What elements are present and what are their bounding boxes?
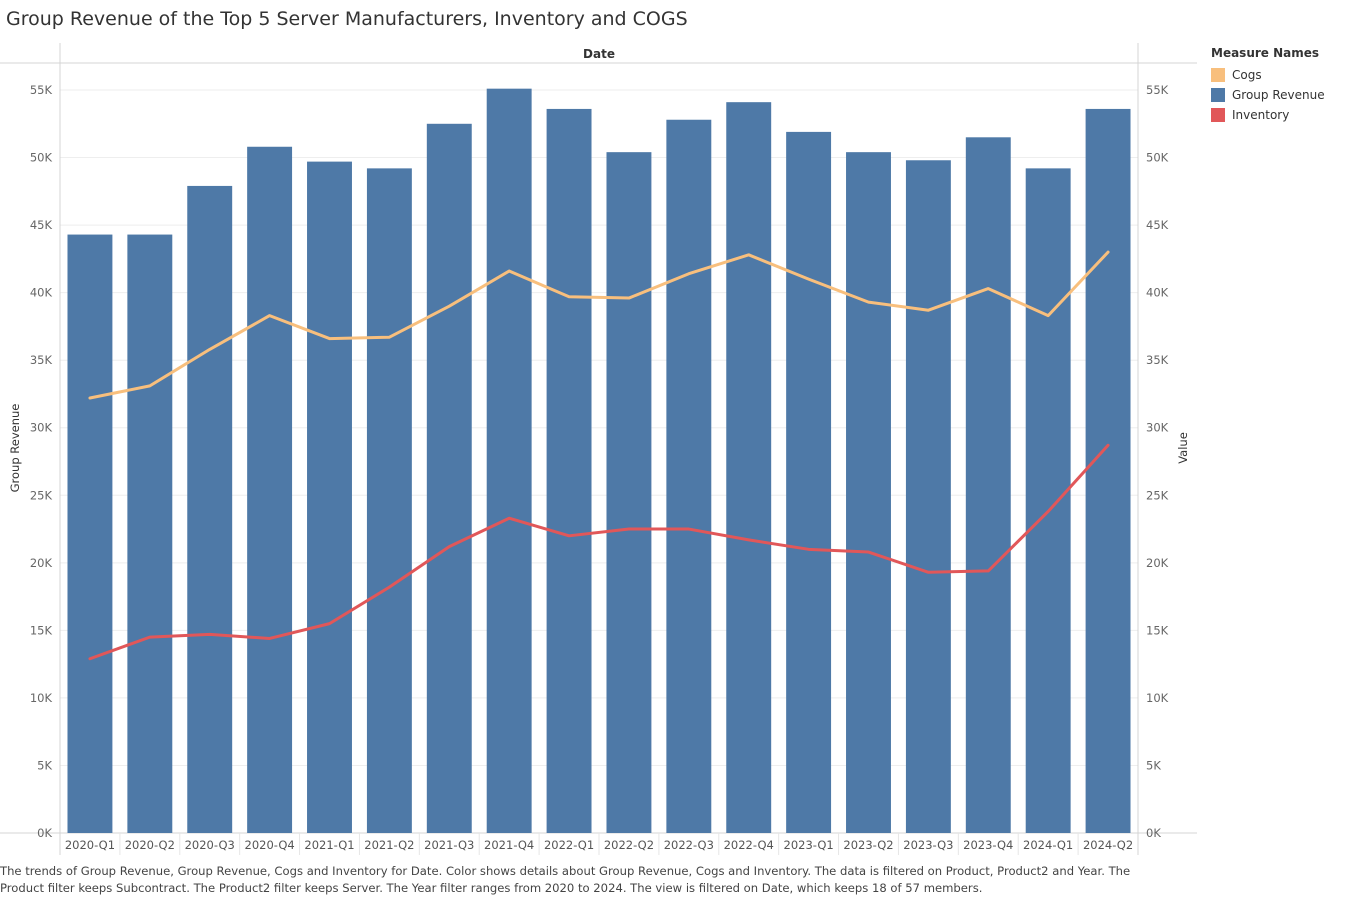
y-tick-label-left: 40K	[30, 286, 53, 300]
bar-group-revenue	[486, 88, 532, 833]
y-tick-label-right: 25K	[1146, 488, 1169, 502]
bar-group-revenue	[1085, 108, 1131, 834]
legend-swatch-group-revenue	[1211, 88, 1225, 102]
bar-group-revenue	[905, 160, 951, 833]
x-tick-label: 2023-Q1	[784, 838, 834, 852]
x-tick-label: 2021-Q3	[424, 838, 474, 852]
x-tick-label: 2023-Q4	[963, 838, 1013, 852]
legend-item-inventory[interactable]: Inventory	[1211, 105, 1325, 125]
y-tick-label-right: 10K	[1146, 691, 1169, 705]
x-tick-label: 2022-Q4	[724, 838, 774, 852]
x-tick-label: 2023-Q3	[903, 838, 953, 852]
bar-group-revenue	[726, 102, 772, 834]
line-inventory	[88, 443, 1110, 661]
x-tick-label: 2021-Q1	[304, 838, 354, 852]
bar-group-revenue	[846, 152, 891, 833]
y-tick-label-left: 15K	[30, 623, 53, 637]
legend-swatch-inventory	[1211, 108, 1225, 122]
bar-group-revenue	[1025, 168, 1071, 834]
bar-group-revenue	[247, 146, 293, 833]
x-tick-label: 2021-Q4	[484, 838, 534, 852]
y-tick-label-right: 45K	[1146, 218, 1169, 232]
bar-group-revenue	[307, 161, 352, 834]
chart-caption: The trends of Group Revenue, Group Reven…	[0, 864, 1131, 895]
legend-title: Measure Names	[1211, 46, 1320, 60]
bar-group-revenue	[965, 137, 1011, 834]
y-tick-label-right: 50K	[1146, 151, 1169, 165]
legend-item-cogs[interactable]: Cogs	[1211, 65, 1325, 85]
bar-group-revenue	[786, 131, 832, 834]
bar-group-revenue	[666, 119, 712, 834]
bar-group-revenue	[187, 185, 233, 834]
y-tick-label-left: 5K	[37, 758, 52, 772]
bar-group-revenue	[546, 108, 592, 834]
x-tick-label: 2021-Q2	[364, 838, 414, 852]
x-tick-label: 2024-Q1	[1023, 838, 1073, 852]
x-tick-label: 2023-Q2	[843, 838, 893, 852]
y-tick-label-left: 35K	[30, 353, 53, 367]
y-axis-title-right: Value	[1176, 432, 1190, 464]
y-tick-label-right: 0K	[1146, 826, 1161, 840]
legend-item-group-revenue[interactable]: Group Revenue	[1211, 85, 1325, 105]
bar-group-revenue	[127, 234, 173, 833]
x-tick-label: 2022-Q2	[604, 838, 654, 852]
y-tick-label-left: 55K	[30, 83, 53, 97]
y-tick-label-left: 0K	[37, 826, 52, 840]
x-tick-label: 2020-Q1	[65, 838, 115, 852]
y-tick-label-right: 55K	[1146, 83, 1169, 97]
legend-label: Group Revenue	[1232, 88, 1325, 102]
x-tick-label: 2020-Q3	[185, 838, 235, 852]
y-tick-label-left: 25K	[30, 488, 53, 502]
bar-group-revenue	[67, 234, 113, 833]
y-tick-label-left: 10K	[30, 691, 53, 705]
y-tick-label-right: 5K	[1146, 758, 1161, 772]
x-tick-label: 2022-Q3	[664, 838, 714, 852]
y-tick-label-right: 15K	[1146, 623, 1169, 637]
bar-group-revenue	[606, 152, 652, 833]
y-tick-label-right: 30K	[1146, 421, 1169, 435]
x-tick-label: 2020-Q2	[125, 838, 175, 852]
bar-group-revenue	[426, 123, 472, 833]
chart-title: Group Revenue of the Top 5 Server Manufa…	[6, 8, 688, 30]
legend-label: Inventory	[1232, 108, 1290, 122]
bar-group-revenue	[366, 168, 412, 834]
x-tick-label: 2022-Q1	[544, 838, 594, 852]
y-axis-title-left: Group Revenue	[8, 404, 22, 493]
legend-swatch-cogs	[1211, 68, 1225, 82]
line-cogs	[88, 250, 1110, 400]
y-tick-label-left: 30K	[30, 421, 53, 435]
legend: Measure Names Cogs Group Revenue Invento…	[1211, 46, 1325, 125]
y-tick-label-left: 50K	[30, 151, 53, 165]
y-tick-label-left: 20K	[30, 556, 53, 570]
y-tick-label-right: 40K	[1146, 286, 1169, 300]
y-tick-label-right: 20K	[1146, 556, 1169, 570]
y-tick-label-right: 35K	[1146, 353, 1169, 367]
column-header: Date	[583, 47, 615, 61]
y-tick-label-left: 45K	[30, 218, 53, 232]
legend-label: Cogs	[1232, 68, 1262, 82]
x-tick-label: 2020-Q4	[245, 838, 295, 852]
x-tick-label: 2024-Q2	[1083, 838, 1133, 852]
